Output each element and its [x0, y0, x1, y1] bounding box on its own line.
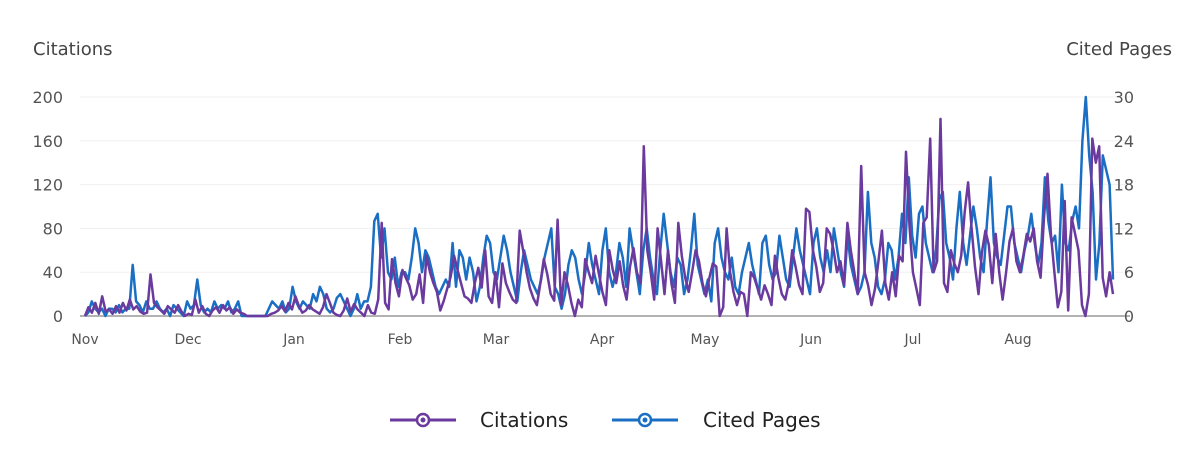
right-tick-label: 24	[1114, 132, 1134, 151]
left-axis-title: Citations	[33, 39, 113, 60]
series-line-citations	[83, 117, 1115, 318]
right-axis-ticks: 0 6 12 18 24 30	[1114, 88, 1134, 326]
x-tick-label: Nov	[71, 332, 98, 348]
x-tick-label: Jul	[904, 332, 922, 348]
series-line-cited-pages	[84, 95, 1115, 318]
right-tick-label: 30	[1114, 88, 1134, 107]
legend-label-cited-pages: Cited Pages	[703, 408, 821, 432]
gridlines	[80, 96, 1130, 273]
legend: Citations Cited Pages	[390, 408, 821, 432]
x-tick-label: Apr	[590, 332, 614, 348]
legend-marker-cited-pages-center-icon	[642, 417, 648, 423]
x-tick-label: May	[691, 332, 720, 348]
left-tick-label: 80	[43, 219, 63, 238]
legend-marker-citations-center-icon	[420, 417, 426, 423]
left-tick-label: 0	[53, 307, 63, 326]
left-tick-label: 120	[32, 176, 63, 195]
left-axis-ticks: 0 40 80 120 160 200	[32, 88, 63, 326]
x-tick-label: Feb	[388, 332, 413, 348]
x-tick-label: Dec	[174, 332, 201, 348]
right-axis-title: Cited Pages	[1066, 39, 1172, 60]
right-tick-label: 12	[1114, 219, 1134, 238]
x-axis-ticks: Nov Dec Jan Feb Mar Apr May Jun Jul Aug	[71, 332, 1031, 348]
legend-item-citations[interactable]: Citations	[390, 408, 568, 432]
x-tick-label: Aug	[1004, 332, 1031, 348]
right-tick-label: 6	[1124, 263, 1134, 282]
x-tick-label: Mar	[483, 332, 510, 348]
legend-item-cited-pages[interactable]: Cited Pages	[612, 408, 821, 432]
x-tick-label: Jun	[799, 332, 822, 348]
right-tick-label: 0	[1124, 307, 1134, 326]
legend-label-citations: Citations	[480, 408, 568, 432]
left-tick-label: 40	[43, 263, 63, 282]
x-tick-label: Jan	[282, 332, 305, 348]
left-tick-label: 160	[32, 132, 63, 151]
right-tick-label: 18	[1114, 176, 1134, 195]
left-tick-label: 200	[32, 88, 63, 107]
